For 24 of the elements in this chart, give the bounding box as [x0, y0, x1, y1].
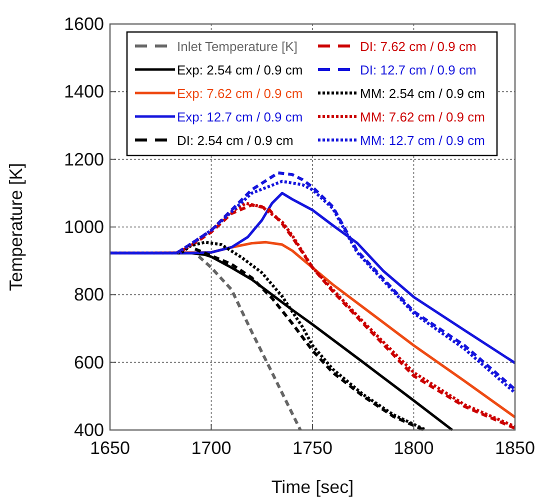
- y-tick-label: 1600: [64, 14, 104, 34]
- legend-label: MM: 2.54 cm / 0.9 cm: [360, 86, 485, 101]
- legend-label: DI: 2.54 cm / 0.9 cm: [177, 133, 294, 148]
- legend-label: Exp: 7.62 cm / 0.9 cm: [177, 86, 303, 101]
- y-axis-title: Temperature [K]: [6, 162, 26, 292]
- x-tick-label: 1650: [90, 438, 130, 458]
- legend-label: MM: 12.7 cm / 0.9 cm: [360, 133, 485, 148]
- y-tick-label: 1400: [64, 82, 104, 102]
- y-tick-label: 1000: [64, 217, 104, 237]
- legend-label: Inlet Temperature [K]: [177, 39, 298, 54]
- y-tick-label: 800: [74, 284, 104, 305]
- legend-label: DI: 7.62 cm / 0.9 cm: [360, 39, 476, 54]
- x-tick-label: 1700: [191, 438, 232, 458]
- y-tick-label: 400: [74, 420, 104, 440]
- legend-label: DI: 12.7 cm / 0.9 cm: [360, 62, 476, 78]
- legend-label: MM: 7.62 cm / 0.9 cm: [360, 110, 485, 124]
- legend-label: Exp: 12.7 cm / 0.9 cm: [177, 110, 303, 124]
- y-tick-label: 1200: [64, 149, 104, 170]
- x-tick-label: 1850: [494, 438, 536, 458]
- x-tick-label: 1750: [292, 438, 333, 458]
- x-tick-label: 1800: [394, 438, 434, 458]
- legend-label: Exp: 2.54 cm / 0.9 cm: [177, 62, 303, 78]
- x-axis-title: Time [sec]: [271, 477, 354, 497]
- y-tick-label: 600: [74, 352, 104, 372]
